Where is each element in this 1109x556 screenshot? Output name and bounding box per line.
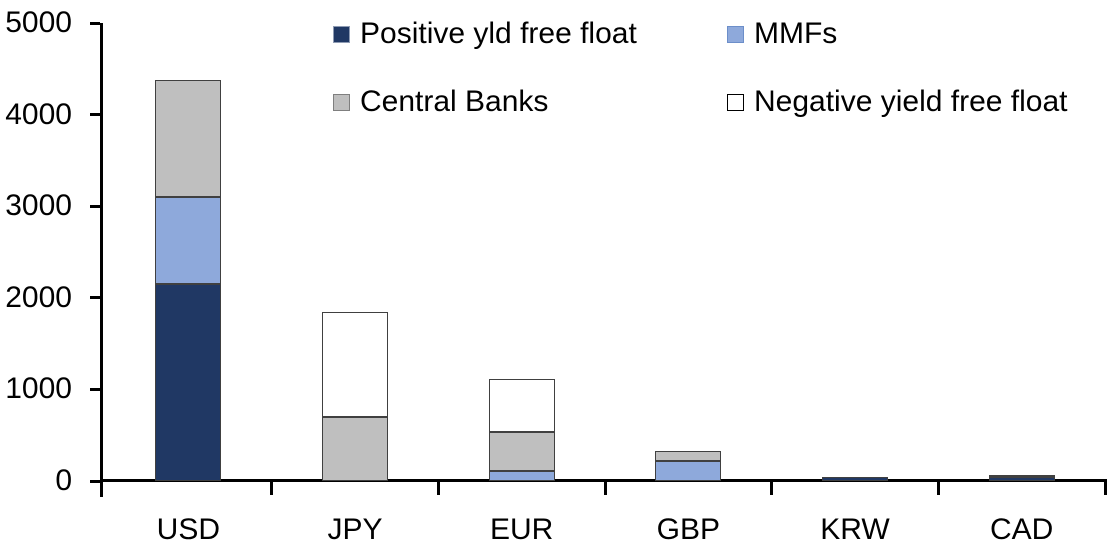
legend-swatch-positive-yld-free-float	[333, 25, 350, 43]
bar-segment-eur-central-banks	[488, 431, 555, 471]
x-category-label-jpy: JPY	[327, 513, 383, 546]
y-tick-label: 5000	[5, 6, 72, 39]
y-tick	[90, 21, 100, 25]
y-tick-label: 2000	[5, 280, 72, 314]
bar-segment-krw-positive-yld-free-float	[822, 477, 888, 481]
y-tick-label: 0	[55, 464, 72, 497]
y-tick-label: 3000	[5, 189, 72, 223]
bar-segment-cad-positive-yld-free-float	[988, 477, 1055, 481]
x-tick	[1103, 481, 1107, 495]
bar-segment-eur-mmfs	[488, 470, 555, 481]
x-tick	[603, 481, 607, 495]
bar-segment-usd-central-banks	[155, 79, 222, 198]
legend-item-positive-yld-free-float: Positive yld free float	[333, 17, 637, 51]
bar-segment-usd-positive-yld-free-float	[155, 284, 222, 481]
x-category-label-krw: KRW	[820, 513, 890, 546]
bar-segment-usd-mmfs	[155, 197, 222, 285]
legend-item-negative-yield-free-float: Negative yield free float	[727, 85, 1068, 119]
y-tick	[90, 204, 100, 208]
legend-swatch-negative-yield-free-float	[727, 93, 744, 111]
y-axis-line	[100, 23, 103, 497]
y-tick	[90, 113, 100, 117]
legend-label-positive-yld-free-float: Positive yld free float	[360, 17, 637, 50]
x-category-label-gbp: GBP	[656, 513, 720, 546]
legend-label-negative-yield-free-float: Negative yield free float	[754, 85, 1068, 118]
legend-label-mmfs: MMFs	[754, 17, 838, 50]
legend-label-central-banks: Central Banks	[360, 85, 549, 118]
bar-segment-jpy-negative-yield-free-float	[322, 311, 388, 417]
bar-segment-gbp-mmfs	[655, 460, 722, 481]
bar-segment-gbp-central-banks	[655, 450, 722, 461]
bar-segment-cad-central-banks	[988, 475, 1055, 478]
y-tick	[90, 296, 100, 300]
x-axis-line	[100, 479, 1107, 482]
y-tick-label: 4000	[5, 97, 72, 131]
x-category-label-eur: EUR	[489, 513, 554, 546]
x-category-label-usd: USD	[156, 513, 220, 546]
legend-item-central-banks: Central Banks	[333, 85, 548, 119]
x-tick	[936, 481, 940, 495]
legend-swatch-central-banks	[333, 93, 350, 111]
y-tick-label: 1000	[5, 372, 72, 406]
x-tick	[270, 481, 274, 495]
x-category-label-cad: CAD	[989, 513, 1054, 546]
y-tick	[90, 479, 100, 483]
bar-segment-eur-negative-yield-free-float	[488, 379, 555, 432]
x-tick	[770, 481, 774, 495]
legend-item-mmfs: MMFs	[727, 17, 837, 51]
y-tick	[90, 387, 100, 391]
bar-segment-jpy-central-banks	[322, 416, 388, 481]
x-tick	[436, 481, 440, 495]
legend-swatch-mmfs	[727, 25, 744, 43]
